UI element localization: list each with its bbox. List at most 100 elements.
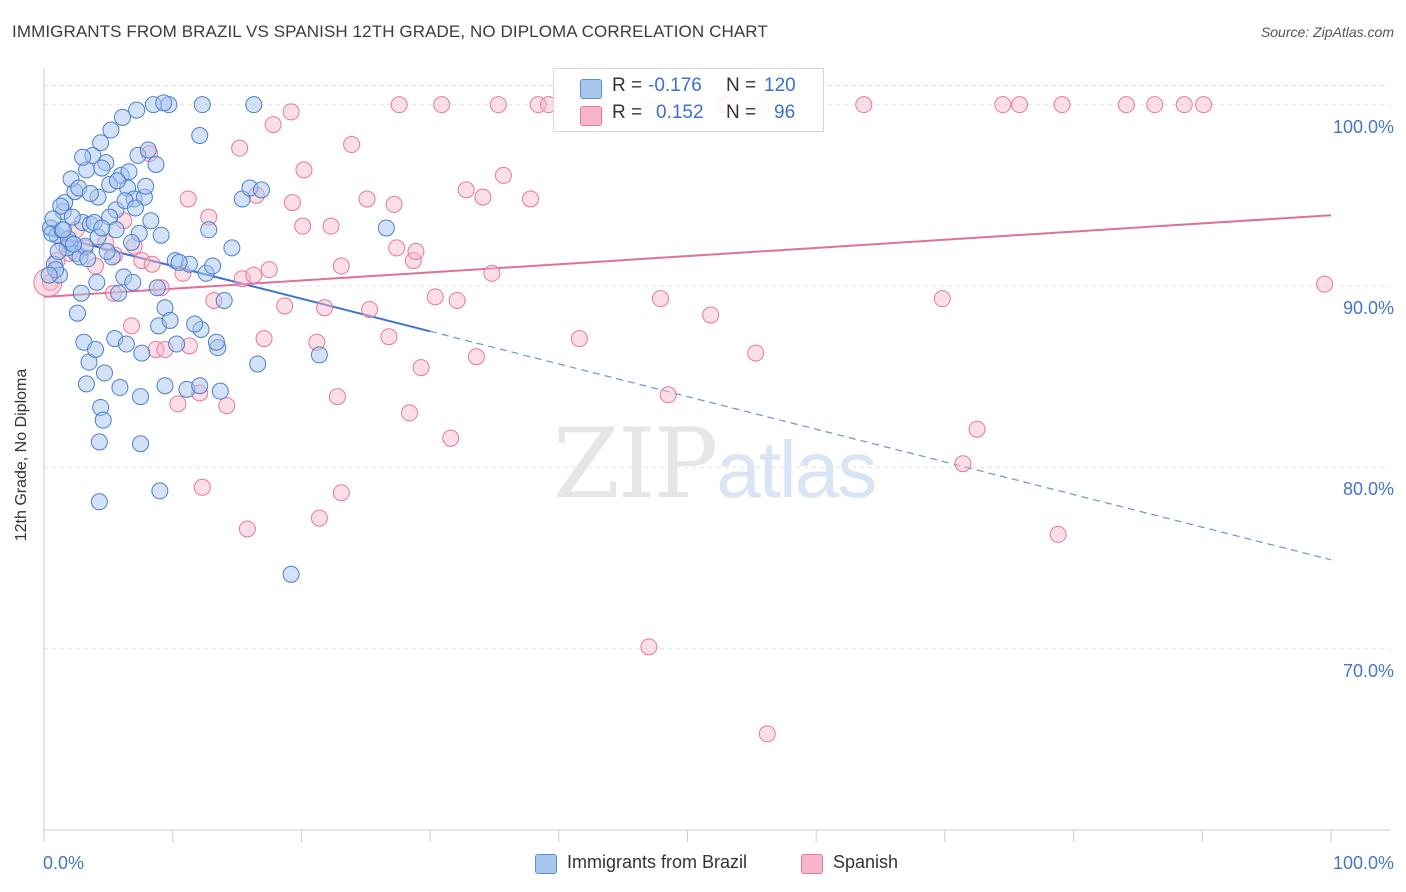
bottom-legend-label-spanish: Spanish	[833, 852, 899, 872]
spanish-point	[1053, 96, 1071, 114]
brazil-point	[215, 291, 233, 309]
brazil-point	[132, 435, 150, 453]
brazil-point	[161, 311, 179, 329]
brazil-point	[93, 159, 111, 177]
brazil-point	[124, 273, 142, 291]
spanish-point	[1146, 96, 1164, 114]
brazil-point	[63, 208, 81, 226]
spanish-point	[407, 243, 425, 261]
legend-row-brazil: R = -0.176 N = 120	[554, 75, 823, 101]
brazil-point	[90, 493, 108, 511]
bottom-legend-swatch-brazil	[535, 854, 557, 874]
brazil-point	[98, 243, 116, 261]
brazil-point	[142, 212, 160, 230]
spanish-point	[328, 388, 346, 406]
brazil-point	[74, 148, 92, 166]
spanish-point	[179, 190, 197, 208]
spanish-point	[1049, 525, 1067, 543]
spanish-point	[332, 484, 350, 502]
spanish-point	[294, 217, 312, 235]
legend-swatch-spanish	[580, 106, 602, 126]
brazil-point	[151, 482, 169, 500]
bottom-legend-label-brazil: Immigrants from Brazil	[567, 852, 748, 872]
spanish-point	[332, 257, 350, 275]
spanish-point	[933, 290, 951, 308]
spanish-point	[322, 217, 340, 235]
y-tick-label: 70.0%	[1342, 660, 1394, 681]
legend-r-value: -0.176	[648, 75, 702, 96]
brazil-point	[102, 121, 120, 139]
spanish-point	[231, 139, 249, 157]
legend-row-spanish: R = 0.152 N = 96	[554, 102, 823, 128]
trend-lines	[43, 214, 1332, 561]
chart-title: IMMIGRANTS FROM BRAZIL VS SPANISH 12TH G…	[12, 22, 768, 41]
source-credit: Source: ZipAtlas.com	[1260, 24, 1394, 40]
brazil-point	[132, 388, 150, 406]
spanish-trend-line	[43, 214, 1332, 298]
legend-swatch-brazil	[580, 79, 602, 99]
brazil-point	[114, 108, 132, 126]
spanish-point	[433, 96, 451, 114]
brazil-point	[223, 239, 241, 257]
spanish-point	[282, 103, 300, 121]
spanish-point	[1316, 275, 1334, 293]
brazil-point	[148, 279, 166, 297]
brazil-point	[54, 221, 72, 239]
brazil-points	[40, 94, 395, 583]
spanish-point	[747, 344, 765, 362]
axes	[43, 68, 1390, 842]
brazil-point	[282, 565, 300, 583]
spanish-point	[133, 252, 151, 270]
watermark-atlas: atlas	[716, 425, 877, 514]
legend-n-value: 96	[774, 102, 796, 123]
spanish-point	[276, 297, 294, 315]
brazil-point	[120, 163, 138, 181]
brazil-point	[95, 364, 113, 382]
spanish-point	[1117, 96, 1135, 114]
spanish-point	[521, 190, 539, 208]
brazil-point	[68, 304, 86, 322]
brazil-point	[108, 172, 126, 190]
brazil-point	[79, 250, 97, 268]
brazil-point	[81, 184, 99, 202]
brazil-point	[128, 101, 146, 119]
y-tick-label: 100.0%	[1332, 116, 1394, 137]
spanish-point	[994, 96, 1012, 114]
spanish-point	[489, 96, 507, 114]
spanish-point	[651, 290, 669, 308]
y-axis-label: 12th Grade, No Diploma	[13, 368, 30, 542]
brazil-point	[253, 181, 271, 199]
spanish-point	[529, 96, 547, 114]
spanish-point	[193, 478, 211, 496]
spanish-points	[33, 96, 1334, 743]
spanish-point	[483, 264, 501, 282]
spanish-point	[1011, 96, 1029, 114]
spanish-point	[245, 266, 263, 284]
x-tick-max: 100.0%	[1332, 853, 1394, 873]
spanish-point	[388, 239, 406, 257]
spanish-point	[218, 397, 236, 415]
legend-n-label: N =	[726, 75, 757, 96]
brazil-point	[211, 382, 229, 400]
brazil-point	[88, 273, 106, 291]
y-tick-label: 90.0%	[1342, 297, 1394, 318]
brazil-point	[168, 335, 186, 353]
brazil-point	[155, 94, 173, 112]
spanish-point	[467, 348, 485, 366]
spanish-point	[260, 261, 278, 279]
spanish-point	[385, 195, 403, 213]
brazil-point	[191, 126, 209, 144]
spanish-point	[310, 509, 328, 527]
x-tick-min: 0.0%	[43, 853, 85, 873]
y-tick-label: 80.0%	[1342, 479, 1394, 500]
spanish-point	[570, 330, 588, 348]
spanish-point	[255, 330, 273, 348]
spanish-point	[1175, 96, 1193, 114]
brazil-point	[52, 197, 70, 215]
correlation-legend: R = -0.176 N = 120 R = 0.152 N = 96	[553, 68, 824, 132]
brazil-point	[377, 219, 395, 237]
brazil-point	[110, 284, 128, 302]
brazil-point	[133, 344, 151, 362]
brazil-point	[191, 377, 209, 395]
